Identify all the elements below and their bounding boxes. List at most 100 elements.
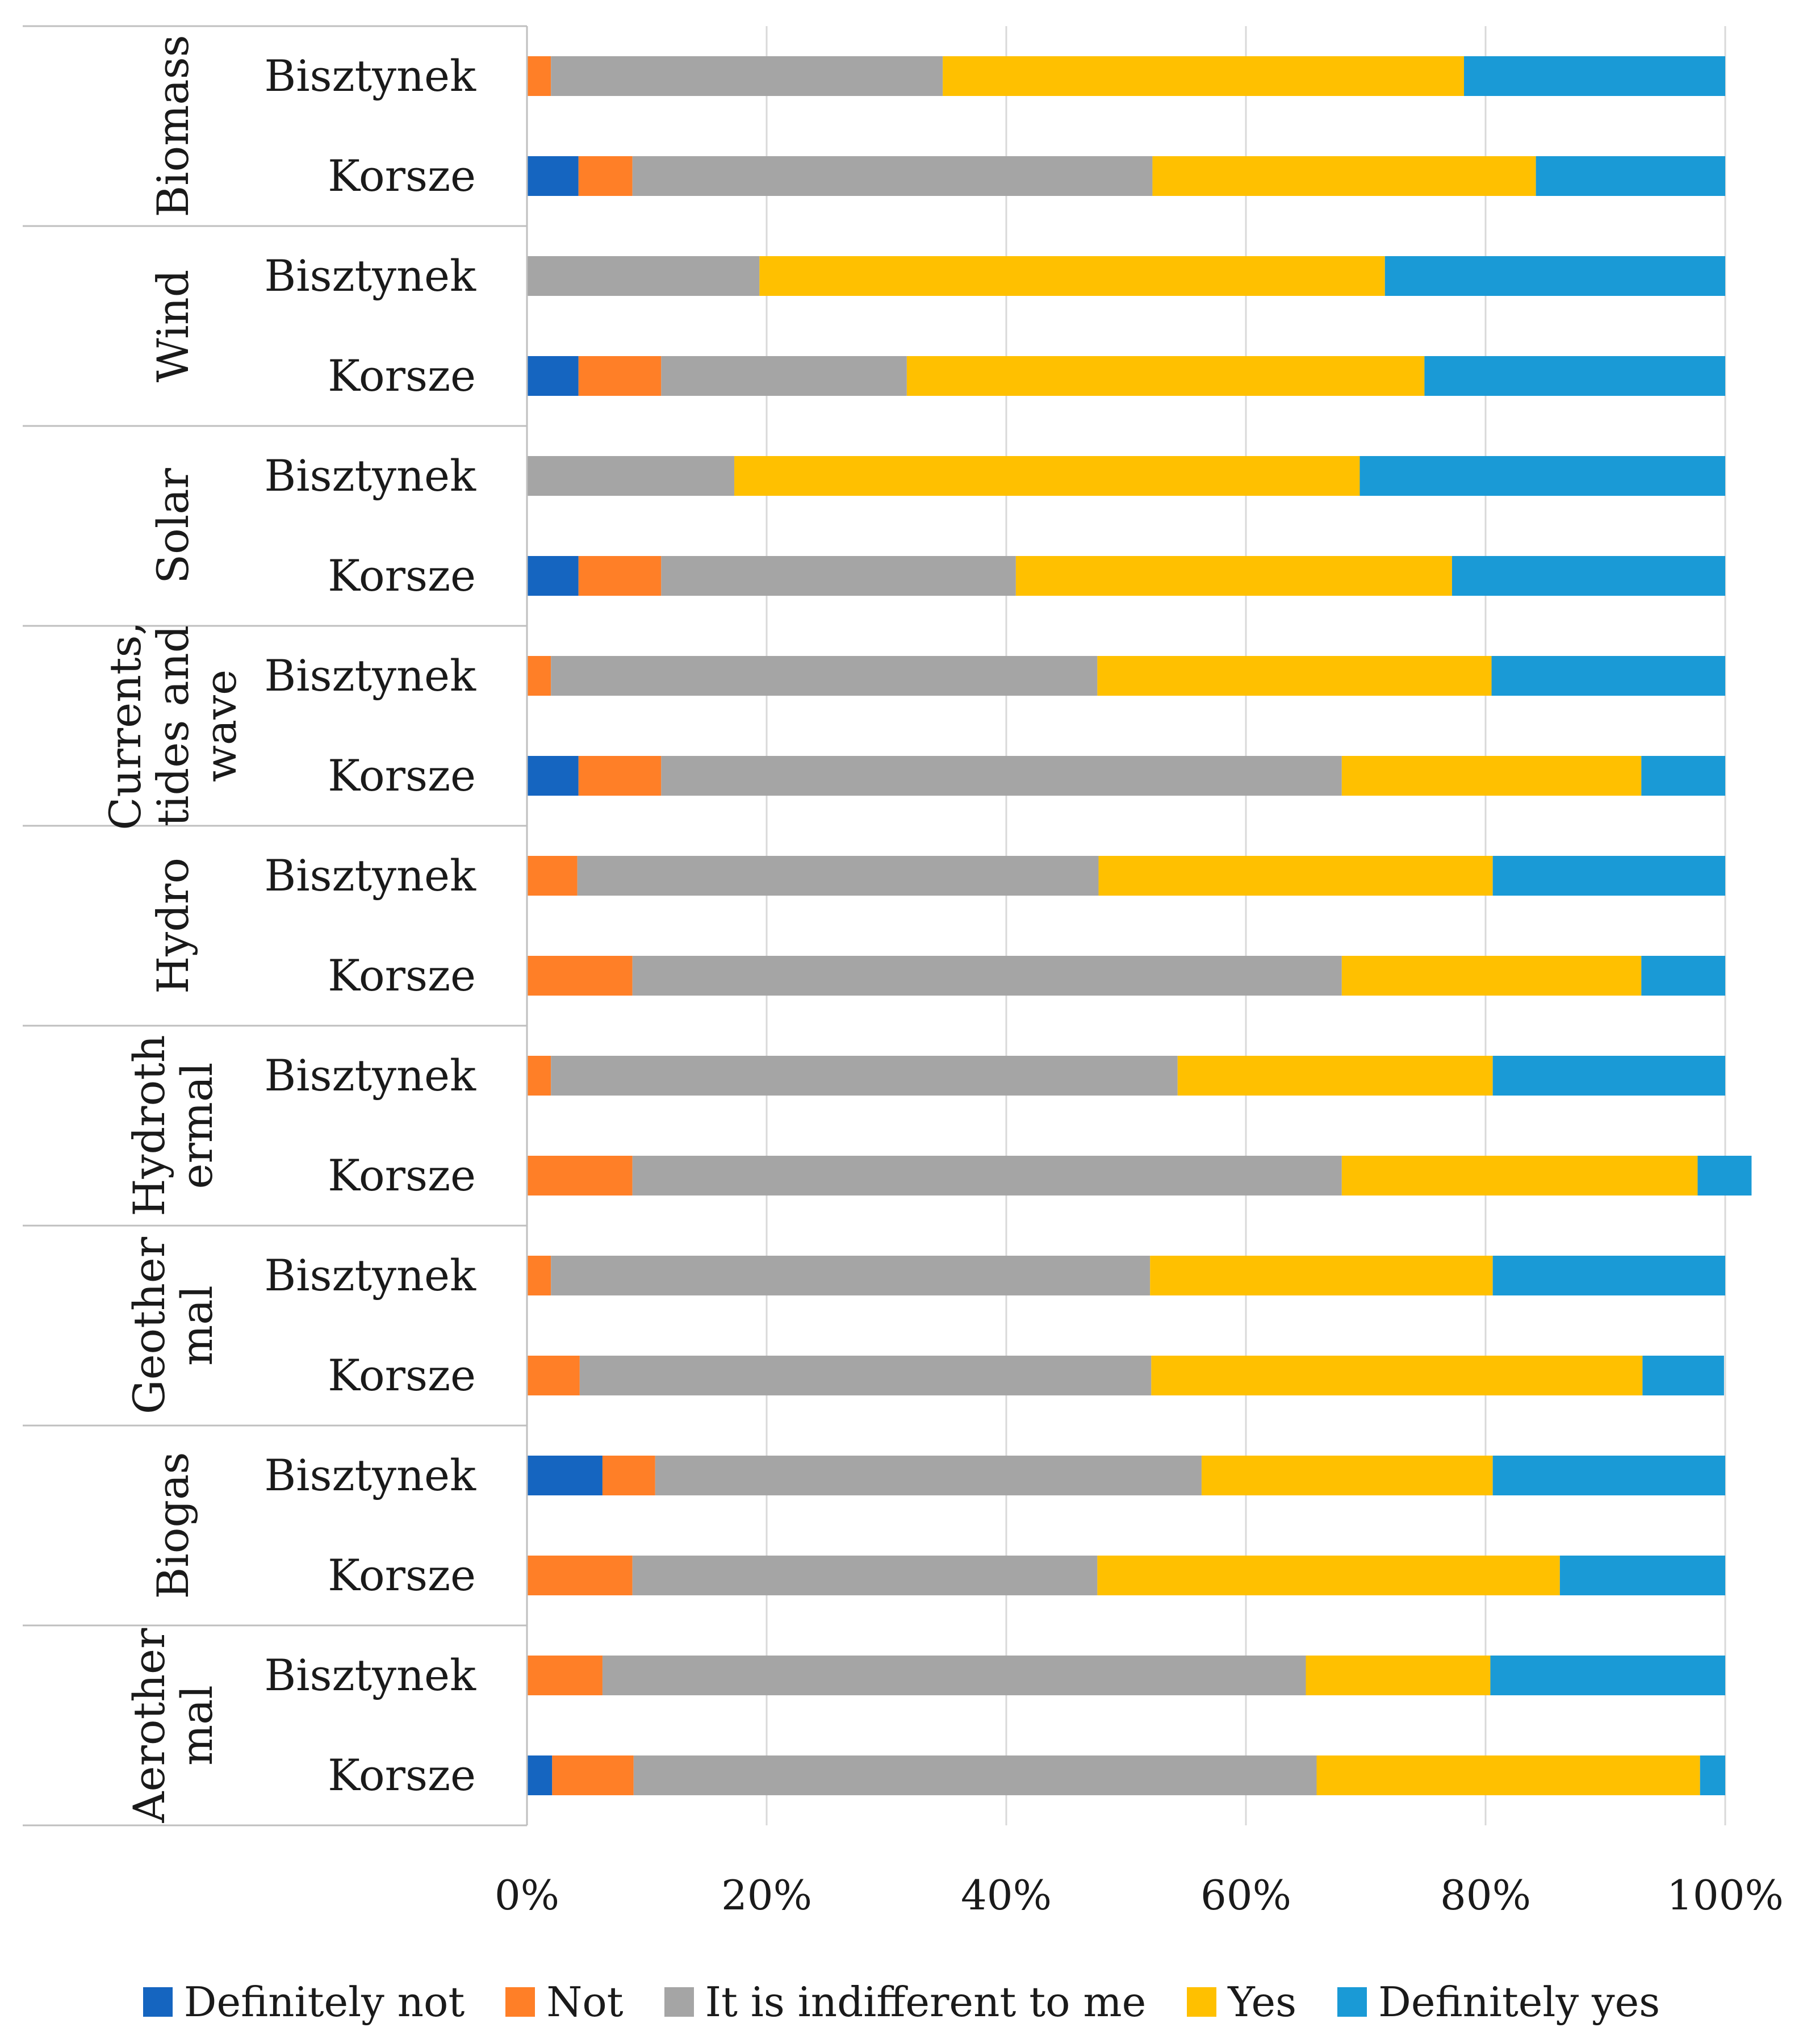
bar-segment-it-is-indifferent-to-me (551, 1256, 1151, 1295)
group-separators (23, 25, 528, 1826)
subcategory-label: Korsze (328, 550, 476, 601)
bar-segment-definitely-yes (1451, 556, 1725, 596)
bar-segment-not (527, 1256, 551, 1295)
bar-segment-definitely-yes (1359, 456, 1725, 496)
bar-segment-yes (1151, 1356, 1643, 1395)
bar-segment-it-is-indifferent-to-me (551, 56, 943, 96)
bar-segment-not (527, 56, 551, 96)
bar-segment-definitely-not (527, 1456, 603, 1495)
bar-segment-definitely-yes (1491, 656, 1725, 696)
gridlines (526, 26, 1726, 1825)
bar-segment-it-is-indifferent-to-me (632, 956, 1342, 996)
chart-legend: Definitely not Not It is indifferent to me… (0, 1971, 1803, 2033)
bar-segment-not (578, 356, 662, 396)
legend-label: Definitely not (183, 1978, 465, 2026)
bar-segment-definitely-yes (1642, 1356, 1724, 1395)
bar-segment-not (527, 856, 578, 896)
bar-segment-it-is-indifferent-to-me (551, 1056, 1178, 1096)
x-axis-ticks: 0% 20% 40% 60% 80% 100% (495, 1871, 1784, 1919)
subcategory-label: Korsze (328, 1550, 476, 1600)
legend-label: It is indifferent to me (705, 1978, 1147, 2026)
x-tick-label: 60% (1200, 1871, 1291, 1919)
bar-segment-it-is-indifferent-to-me (632, 1156, 1342, 1196)
legend-swatch (143, 1987, 173, 2017)
x-tick-label: 80% (1440, 1871, 1531, 1919)
bar-segment-definitely-yes (1697, 1156, 1752, 1196)
bar-segment-it-is-indifferent-to-me (633, 1755, 1317, 1795)
group-label-line: Aerother (124, 1628, 174, 1823)
subcategory-label: Bisztynek (264, 51, 476, 101)
legend-label: Definitely yes (1378, 1978, 1660, 2026)
legend-label: Yes (1228, 1978, 1297, 2026)
bar-segment-yes (1150, 1256, 1493, 1295)
bar-segment-definitely-not (527, 756, 579, 796)
bar-segment-definitely-yes (1492, 1456, 1725, 1495)
bar-segment-yes (1097, 656, 1492, 696)
bar-segment-yes (1177, 1056, 1493, 1096)
bar-segment-it-is-indifferent-to-me (579, 1356, 1152, 1395)
bar-segment-not (527, 956, 633, 996)
bar-segment-yes (906, 356, 1425, 396)
bar-segment-yes (1098, 856, 1493, 896)
bar-segment-not (578, 156, 633, 196)
bar-segment-not (527, 1056, 551, 1096)
legend-swatch (664, 1987, 694, 2017)
x-tick-label: 100% (1667, 1871, 1784, 1919)
bar-segment-not (578, 756, 662, 796)
bar-segment-not (602, 1456, 655, 1495)
bar-segment-definitely-yes (1559, 1556, 1725, 1595)
subcategory-label: Korsze (328, 1750, 476, 1800)
subcategory-label: Bisztynek (264, 1650, 476, 1700)
group-label-line: Biomass (148, 35, 198, 217)
bar-segment-yes (1316, 1755, 1700, 1795)
bar-segment-it-is-indifferent-to-me (632, 1556, 1098, 1595)
bar-segment-it-is-indifferent-to-me (602, 1656, 1306, 1695)
bar-segment-it-is-indifferent-to-me (655, 1456, 1202, 1495)
bar-segment-yes (734, 456, 1360, 496)
bar-segment-definitely-not (527, 556, 579, 596)
bar-segment-definitely-yes (1536, 156, 1725, 196)
bar-segment-not (527, 1156, 633, 1196)
legend-swatch (1187, 1987, 1217, 2017)
bar-segment-yes (1306, 1656, 1491, 1695)
legend-item: Definitely not (143, 1978, 465, 2026)
subcategory-label: Bisztynek (264, 650, 476, 701)
x-tick-label: 20% (721, 1871, 812, 1919)
legend-item: Yes (1187, 1978, 1296, 2026)
subcategory-label: Korsze (328, 350, 476, 401)
bar-segment-yes (1341, 756, 1642, 796)
bar-segment-it-is-indifferent-to-me (661, 356, 907, 396)
subcategory-label: Korsze (328, 750, 476, 801)
bar-segment-definitely-yes (1700, 1755, 1725, 1795)
bar-segment-yes (1341, 956, 1642, 996)
x-tick-label: 0% (495, 1871, 559, 1919)
group-label-line: wave (195, 670, 246, 782)
bar-segment-yes (1015, 556, 1452, 596)
bar-segment-yes (759, 256, 1385, 296)
bar-segment-definitely-yes (1492, 856, 1725, 896)
subcategory-label: Korsze (328, 950, 476, 1001)
group-label-line: Hydroth (124, 1035, 174, 1216)
bar-segment-it-is-indifferent-to-me (632, 156, 1153, 196)
legend-label: Not (546, 1978, 624, 2026)
legend-swatch (505, 1987, 536, 2017)
bar-segment-definitely-yes (1424, 356, 1725, 396)
legend-swatch (1337, 1987, 1367, 2017)
bar-segment-not (527, 656, 551, 696)
bar-segment-yes (1341, 1156, 1698, 1196)
bar-segment-definitely-yes (1492, 1056, 1725, 1096)
subcategory-label: Bisztynek (264, 250, 476, 301)
bars (527, 56, 1752, 1795)
bar-segment-it-is-indifferent-to-me (661, 556, 1016, 596)
bar-segment-not (578, 556, 662, 596)
legend-item: Definitely yes (1337, 1978, 1660, 2026)
bar-segment-it-is-indifferent-to-me (577, 856, 1099, 896)
bar-segment-definitely-yes (1492, 1256, 1725, 1295)
subcategory-label: Korsze (328, 1350, 476, 1401)
group-label-line: ermal (171, 1063, 222, 1189)
subcategory-label: Korsze (328, 1150, 476, 1201)
bar-segment-definitely-yes (1384, 256, 1725, 296)
subcategory-label: Bisztynek (264, 450, 476, 501)
group-label-line: mal (171, 1685, 222, 1766)
